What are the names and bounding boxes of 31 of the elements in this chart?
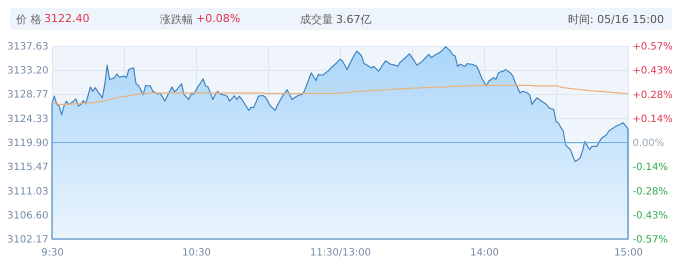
x-tick-label: 10:30 xyxy=(182,248,211,258)
y2-tick-label: 0.00% xyxy=(632,138,664,149)
y2-tick-label: +0.28% xyxy=(632,90,673,101)
y-tick-label: 3137.63 xyxy=(7,42,48,52)
y-tick-label: 3115.47 xyxy=(7,162,48,174)
text: 价 格 xyxy=(16,12,42,27)
y-tick-label: 3111.03 xyxy=(7,186,48,198)
line-series xyxy=(51,84,629,105)
y-tick-label: 3128.77 xyxy=(7,90,48,101)
x-tick-label: 15:00 xyxy=(614,248,643,258)
y2-tick-label: +0.14% xyxy=(632,114,673,125)
text: 3122.40 xyxy=(44,12,90,25)
y-tick-label: 3102.17 xyxy=(7,234,48,246)
text: 3.67亿 xyxy=(336,12,372,27)
x-tick-label: 14:00 xyxy=(470,248,499,258)
y-tick-label: 3124.33 xyxy=(7,114,48,125)
y2-tick-label: +0.57% xyxy=(632,42,673,52)
y2-tick-label: +0.43% xyxy=(632,66,673,77)
y2-tick-label: -0.43% xyxy=(632,210,668,222)
text: 时间: 05/16 15:00 xyxy=(568,12,664,27)
y2-tick-label: -0.28% xyxy=(632,186,668,198)
y-tick-label: 3106.60 xyxy=(7,210,48,222)
y2-tick-label: -0.14% xyxy=(632,162,668,174)
text: 成交量 xyxy=(300,12,333,27)
y-tick-label: 3119.90 xyxy=(7,138,48,149)
x-tick-label: 11:30/13:00 xyxy=(310,248,372,258)
y2-tick-label: -0.57% xyxy=(632,234,668,246)
x-tick-label: 9:30 xyxy=(41,248,64,258)
y-tick-label: 3133.20 xyxy=(7,66,48,77)
text: 涨跌幅 xyxy=(160,12,193,27)
text: +0.08% xyxy=(196,12,240,25)
